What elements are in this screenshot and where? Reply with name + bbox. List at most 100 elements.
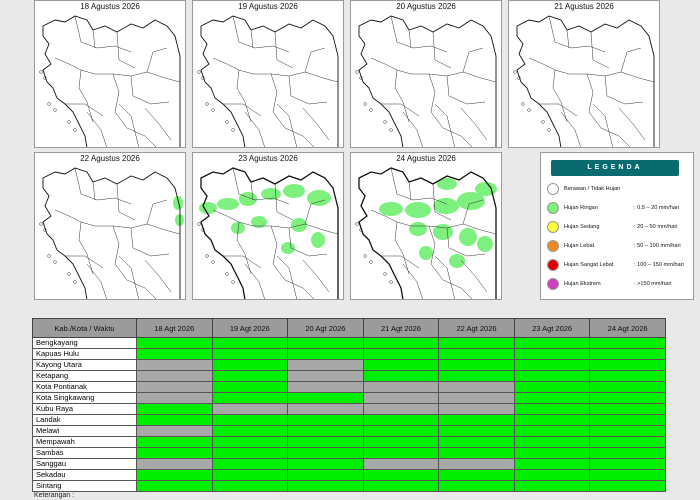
forecast-map-3: 20 Agustus 2026 xyxy=(350,0,502,148)
island xyxy=(211,108,215,112)
table-row: Mempawah xyxy=(32,436,666,448)
cell-cloudy xyxy=(287,370,364,382)
cell-light-rain xyxy=(589,458,666,470)
district-boundary xyxy=(276,103,298,147)
cell-light-rain xyxy=(362,436,440,448)
legend-swatch xyxy=(547,183,559,195)
header-region: Kab./Kota / Waktu xyxy=(32,318,137,338)
district-boundary xyxy=(74,15,132,53)
province-boundary xyxy=(42,167,181,299)
district-boundary xyxy=(586,73,631,147)
legend-range: : 20 – 50 mm/hari xyxy=(634,224,678,230)
district-boundary xyxy=(92,29,136,69)
cell-light-rain xyxy=(589,337,666,349)
region-name: Sanggau xyxy=(32,458,137,470)
district-boundary xyxy=(232,167,290,205)
rain-area xyxy=(449,254,465,268)
cell-light-rain xyxy=(589,480,666,492)
district-boundary xyxy=(620,47,642,73)
province-boundary xyxy=(42,15,181,147)
map-title: 23 Agustus 2026 xyxy=(238,154,298,163)
rain-area xyxy=(199,202,217,214)
district-boundary xyxy=(144,107,172,141)
district-boundary xyxy=(144,259,172,293)
cell-light-rain xyxy=(589,414,666,426)
island xyxy=(225,120,229,124)
district-boundary xyxy=(370,57,497,83)
island xyxy=(201,228,205,232)
district-boundary xyxy=(539,103,578,117)
map-title: 18 Agustus 2026 xyxy=(80,2,140,11)
table-row: Kota Singkawang xyxy=(32,392,666,404)
cell-light-rain xyxy=(438,370,515,382)
cell-light-rain xyxy=(287,425,364,437)
cell-light-rain xyxy=(211,480,289,492)
map-drawing xyxy=(39,167,184,299)
island xyxy=(225,272,229,276)
district-boundary xyxy=(276,255,298,299)
cell-light-rain xyxy=(438,469,515,481)
district-boundary xyxy=(86,263,107,299)
legend-swatch xyxy=(547,202,559,214)
rain-area xyxy=(291,218,307,232)
island xyxy=(53,260,57,264)
cell-light-rain xyxy=(136,337,213,349)
rain-area xyxy=(419,246,433,260)
cell-cloudy xyxy=(362,392,440,404)
cell-light-rain xyxy=(211,436,289,448)
cell-light-rain xyxy=(513,436,591,448)
region-name: Sambas xyxy=(32,447,137,459)
table-row: Kota Pontianak xyxy=(32,381,666,393)
cell-cloudy xyxy=(136,359,213,371)
island xyxy=(359,228,363,232)
cell-light-rain xyxy=(136,480,213,492)
district-boundary xyxy=(78,69,94,123)
cell-light-rain xyxy=(211,447,289,459)
table-row: Sanggau xyxy=(32,458,666,470)
island xyxy=(39,222,43,226)
district-boundary xyxy=(428,225,473,299)
cell-light-rain xyxy=(211,469,289,481)
island xyxy=(513,70,517,74)
island xyxy=(355,222,359,226)
cell-light-rain xyxy=(362,425,440,437)
cell-light-rain xyxy=(362,348,440,360)
district-boundary xyxy=(528,57,655,83)
district-boundary xyxy=(381,255,420,269)
table-row: Kubu Raya xyxy=(32,403,666,415)
rain-area xyxy=(311,232,325,248)
cell-light-rain xyxy=(136,447,213,459)
island xyxy=(541,120,545,124)
forecast-table: Kab./Kota / Waktu 18 Agt 2026 19 Agt 2026 2… xyxy=(32,318,666,492)
legend-swatch xyxy=(547,221,559,233)
island xyxy=(39,70,43,74)
cell-light-rain xyxy=(211,458,289,470)
cell-light-rain xyxy=(513,425,591,437)
district-boundary xyxy=(118,255,140,299)
rain-area xyxy=(475,182,497,196)
cell-light-rain xyxy=(287,436,364,448)
map-title: 20 Agustus 2026 xyxy=(396,2,456,11)
cell-light-rain xyxy=(211,359,289,371)
cell-light-rain xyxy=(287,392,364,404)
table-row: Landak xyxy=(32,414,666,426)
district-boundary xyxy=(288,75,328,105)
district-boundary xyxy=(236,69,252,123)
cell-light-rain xyxy=(589,403,666,415)
rain-area xyxy=(457,192,485,210)
district-boundary xyxy=(618,107,646,141)
map-drawing xyxy=(39,15,181,147)
legend: LEGENDA Berawan / Tidak Hujan Hujan Ringa… xyxy=(540,152,694,300)
province-boundary xyxy=(200,15,339,147)
table-header: Kab./Kota / Waktu 18 Agt 2026 19 Agt 2026 2… xyxy=(32,318,666,338)
island xyxy=(47,254,51,258)
cell-light-rain xyxy=(513,392,591,404)
rain-area xyxy=(459,228,477,246)
province-boundary xyxy=(516,15,655,147)
cell-light-rain xyxy=(513,370,591,382)
district-boundary xyxy=(130,75,170,105)
district-boundary xyxy=(460,259,488,293)
district-boundary xyxy=(402,263,423,299)
island xyxy=(211,260,215,264)
cell-light-rain xyxy=(362,359,440,371)
